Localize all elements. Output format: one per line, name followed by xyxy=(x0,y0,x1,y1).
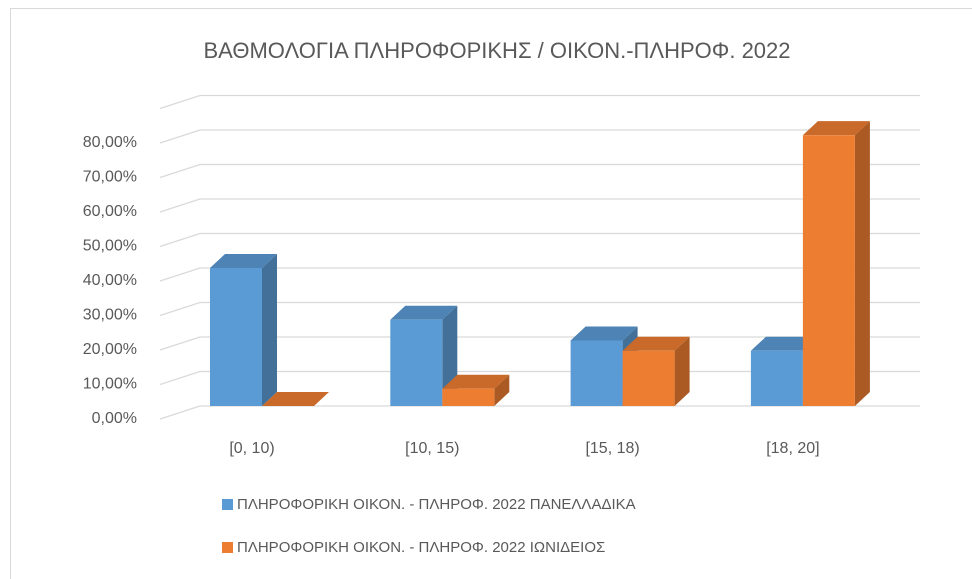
y-tick-label: 60,00% xyxy=(83,203,137,220)
y-tick-label: 40,00% xyxy=(83,272,137,289)
x-tick-label: [15, 18) xyxy=(585,440,639,457)
legend-swatch xyxy=(222,542,233,553)
bar-top xyxy=(750,336,818,351)
bar-front xyxy=(802,135,855,407)
x-tick-label: [18, 20] xyxy=(766,440,819,457)
grid-line xyxy=(159,405,920,420)
bar-top xyxy=(390,305,458,320)
bar-top xyxy=(262,392,329,406)
bar-front xyxy=(750,350,803,406)
bar-top xyxy=(210,254,277,268)
y-tick-label: 30,00% xyxy=(83,307,137,324)
bar-front xyxy=(210,268,262,406)
bar-side xyxy=(262,254,277,406)
x-tick-label: [0, 10) xyxy=(229,440,274,457)
grid-line xyxy=(159,198,920,213)
y-tick-label: 10,00% xyxy=(83,376,137,393)
bar xyxy=(210,254,277,406)
x-tick-label: [10, 15) xyxy=(405,440,459,457)
y-tick-label: 80,00% xyxy=(83,134,137,151)
chart-title: ΒΑΘΜΟΛΟΓΙΑ ΠΛΗΡΟΦΟΡΙΚΗΣ / ΟΙΚΟΝ.-ΠΛΗΡΟΦ.… xyxy=(203,38,790,63)
bar xyxy=(622,336,690,406)
bar-top xyxy=(442,374,510,389)
y-tick-label: 20,00% xyxy=(83,341,137,358)
bar xyxy=(262,392,329,406)
y-tick-label: 0,00% xyxy=(92,410,137,427)
bar-side xyxy=(674,336,690,406)
y-tick-label: 50,00% xyxy=(83,238,137,255)
bar-side xyxy=(854,121,870,407)
grid-line xyxy=(159,94,920,110)
grid-line xyxy=(159,232,920,248)
bar-top xyxy=(570,326,638,341)
bar-front xyxy=(622,350,675,406)
grid-line xyxy=(159,129,920,144)
grid-line xyxy=(159,267,920,282)
bar-top xyxy=(622,336,690,351)
bar xyxy=(390,305,458,406)
bar-front xyxy=(570,340,623,406)
legend-label: ΠΛΗΡΟΦΟΡΙΚΗ ΟΙΚΟΝ. - ΠΛΗΡΟΦ. 2022 ΙΩΝΙΔΕ… xyxy=(237,539,605,556)
grid-line xyxy=(159,163,920,179)
legend-swatch xyxy=(222,499,233,510)
y-tick-label: 70,00% xyxy=(83,169,137,186)
legend-label: ΠΛΗΡΟΦΟΡΙΚΗ ΟΙΚΟΝ. - ΠΛΗΡΟΦ. 2022 ΠΑΝΕΛΛ… xyxy=(237,496,636,513)
bar-front xyxy=(390,319,443,406)
bar-top xyxy=(802,121,870,136)
bar-side xyxy=(494,374,510,406)
bar-front xyxy=(442,388,495,406)
grid-line xyxy=(159,301,920,317)
bar xyxy=(802,121,870,407)
bar xyxy=(442,374,510,406)
